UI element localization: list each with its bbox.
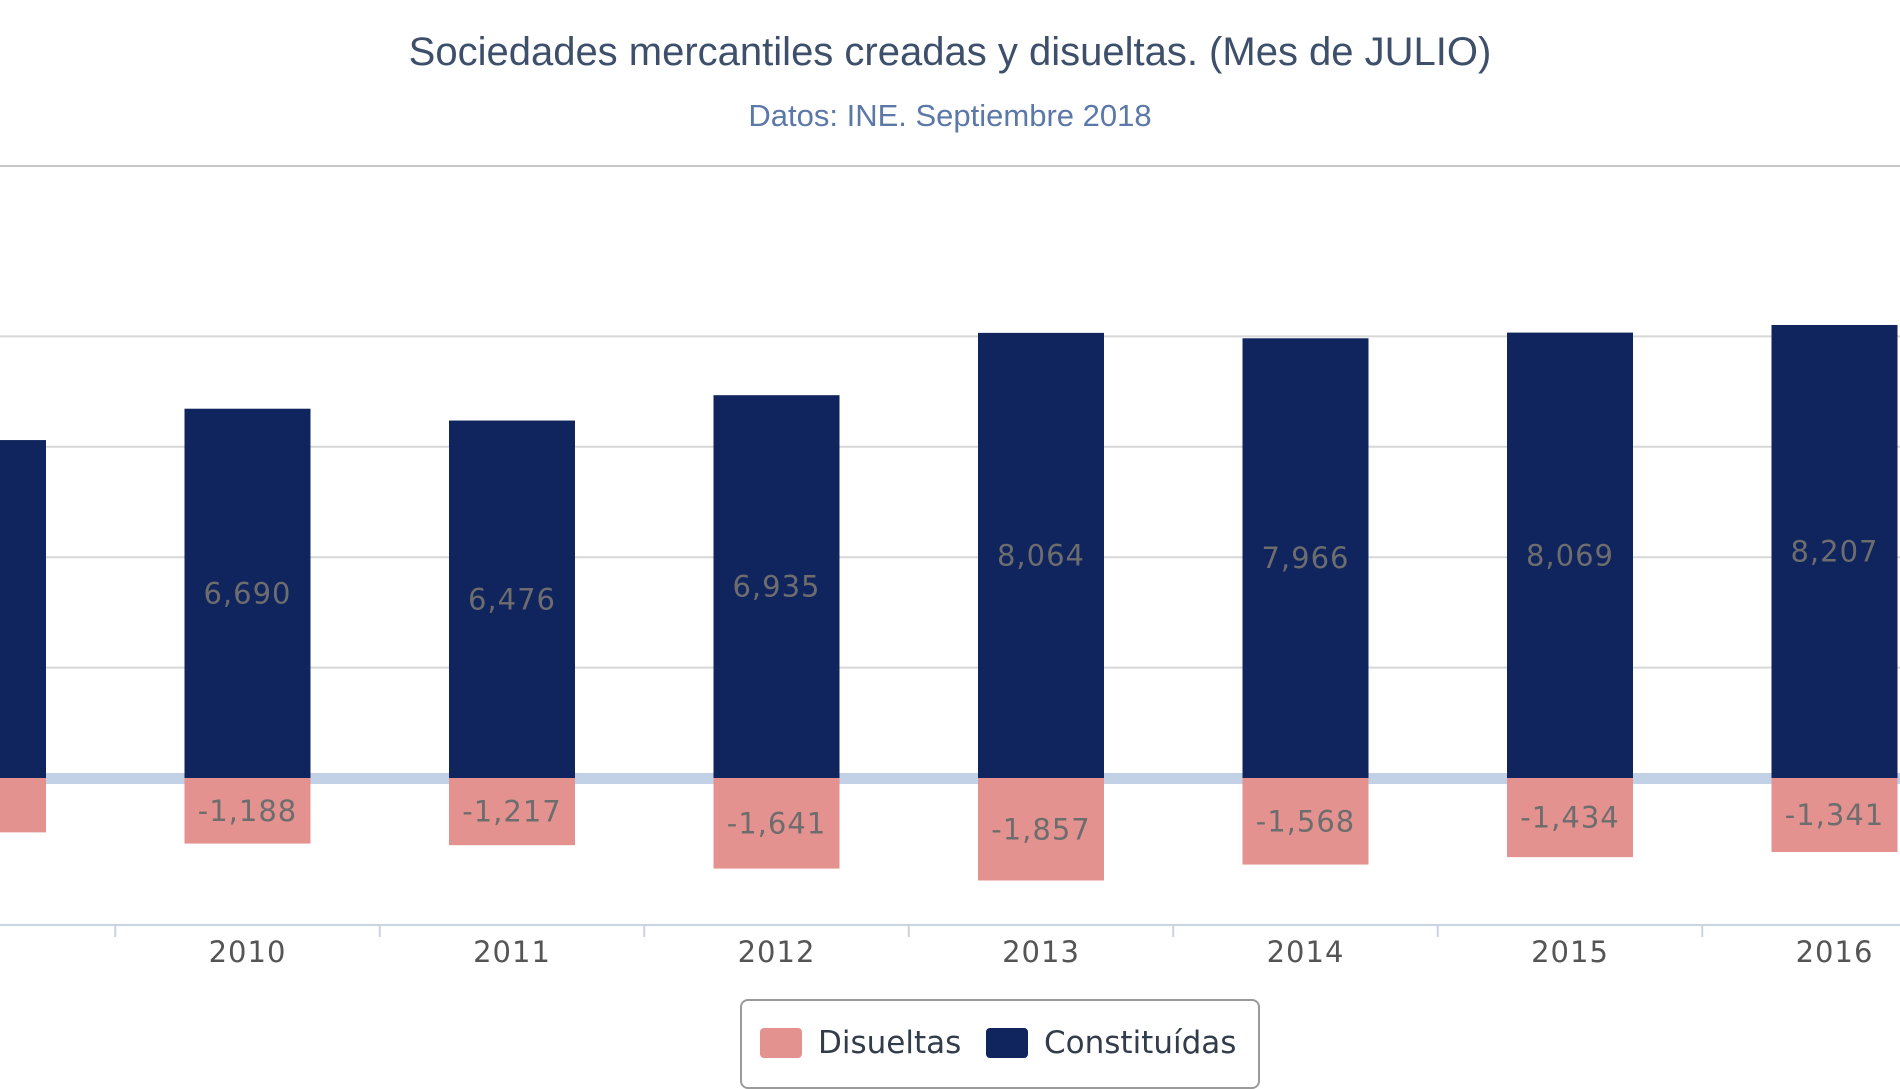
x-tick-label: 2014 bbox=[1267, 935, 1345, 969]
x-tick-label: 2012 bbox=[738, 935, 816, 969]
legend-swatch-disueltas bbox=[760, 1028, 802, 1058]
bar-disueltas[interactable] bbox=[1242, 778, 1369, 865]
data-label-disueltas: -1,568 bbox=[1256, 804, 1356, 838]
bar-constituidas[interactable] bbox=[449, 420, 575, 778]
bar-constituidas[interactable] bbox=[1507, 332, 1633, 778]
legend-item-disueltas[interactable]: Disueltas bbox=[760, 1021, 961, 1065]
legend-item-constituidas[interactable]: Constituídas bbox=[986, 1021, 1236, 1065]
data-label-constituidas: 6,476 bbox=[468, 582, 556, 616]
data-label-constituidas: 8,069 bbox=[1526, 538, 1614, 572]
data-label-disueltas: -1,341 bbox=[1785, 798, 1885, 832]
data-labels: 22 85 6,690 -1,188 6,476 -1,217 6,935 -1,641 8,0… bbox=[0, 534, 1885, 846]
bar-constituidas[interactable] bbox=[184, 408, 311, 778]
bar-constituidas[interactable] bbox=[978, 332, 1104, 778]
data-label-disueltas: 85 bbox=[0, 788, 2, 822]
data-label-disueltas: -1,641 bbox=[727, 806, 827, 840]
x-tick-label: 2015 bbox=[1531, 935, 1609, 969]
x-tick-label: 2016 bbox=[1796, 935, 1874, 969]
bar-disueltas[interactable] bbox=[713, 778, 840, 869]
legend-label-constituidas: Constituídas bbox=[1044, 1025, 1237, 1061]
data-label-constituidas: 6,935 bbox=[732, 570, 820, 604]
data-label-disueltas: -1,217 bbox=[462, 795, 562, 829]
x-tick-label: 2010 bbox=[209, 935, 287, 969]
x-axis: 09 2010 2011 2012 2013 2014 2015 2016 bbox=[0, 925, 1874, 969]
data-label-disueltas: -1,857 bbox=[991, 812, 1091, 846]
bar-constituidas[interactable] bbox=[1242, 338, 1369, 778]
data-label-disueltas: -1,188 bbox=[198, 794, 298, 828]
legend: Disueltas Constituídas bbox=[740, 999, 1260, 1089]
bar-disueltas[interactable] bbox=[978, 778, 1104, 881]
bar-constituidas[interactable] bbox=[0, 440, 46, 778]
legend-swatch-constituidas bbox=[986, 1028, 1028, 1058]
data-label-disueltas: -1,434 bbox=[1520, 801, 1620, 835]
legend-label-disueltas: Disueltas bbox=[818, 1025, 962, 1061]
zero-line bbox=[0, 773, 1900, 784]
x-tick-label: 2013 bbox=[1002, 935, 1080, 969]
bar-disueltas[interactable] bbox=[0, 778, 46, 833]
data-label-constituidas: 8,207 bbox=[1790, 534, 1878, 568]
bar-disueltas[interactable] bbox=[1771, 778, 1898, 853]
bar-constituidas[interactable] bbox=[713, 395, 840, 778]
data-label-constituidas: 8,064 bbox=[997, 538, 1085, 572]
chart-subtitle: Datos: INE. Septiembre 2018 bbox=[748, 98, 1152, 133]
chart-title: Sociedades mercantiles creadas y disuelt… bbox=[408, 30, 1492, 74]
x-tick-label: 2011 bbox=[473, 935, 551, 969]
bars bbox=[0, 324, 1898, 881]
bar-disueltas[interactable] bbox=[1507, 778, 1633, 858]
bar-disueltas[interactable] bbox=[184, 778, 311, 844]
bar-disueltas[interactable] bbox=[449, 778, 575, 846]
data-label-constituidas: 7,966 bbox=[1261, 541, 1349, 575]
data-label-constituidas: 22 bbox=[0, 592, 2, 626]
data-label-constituidas: 6,690 bbox=[203, 576, 291, 610]
bar-constituidas[interactable] bbox=[1771, 324, 1898, 778]
x-tick-label: 09 bbox=[0, 935, 2, 969]
